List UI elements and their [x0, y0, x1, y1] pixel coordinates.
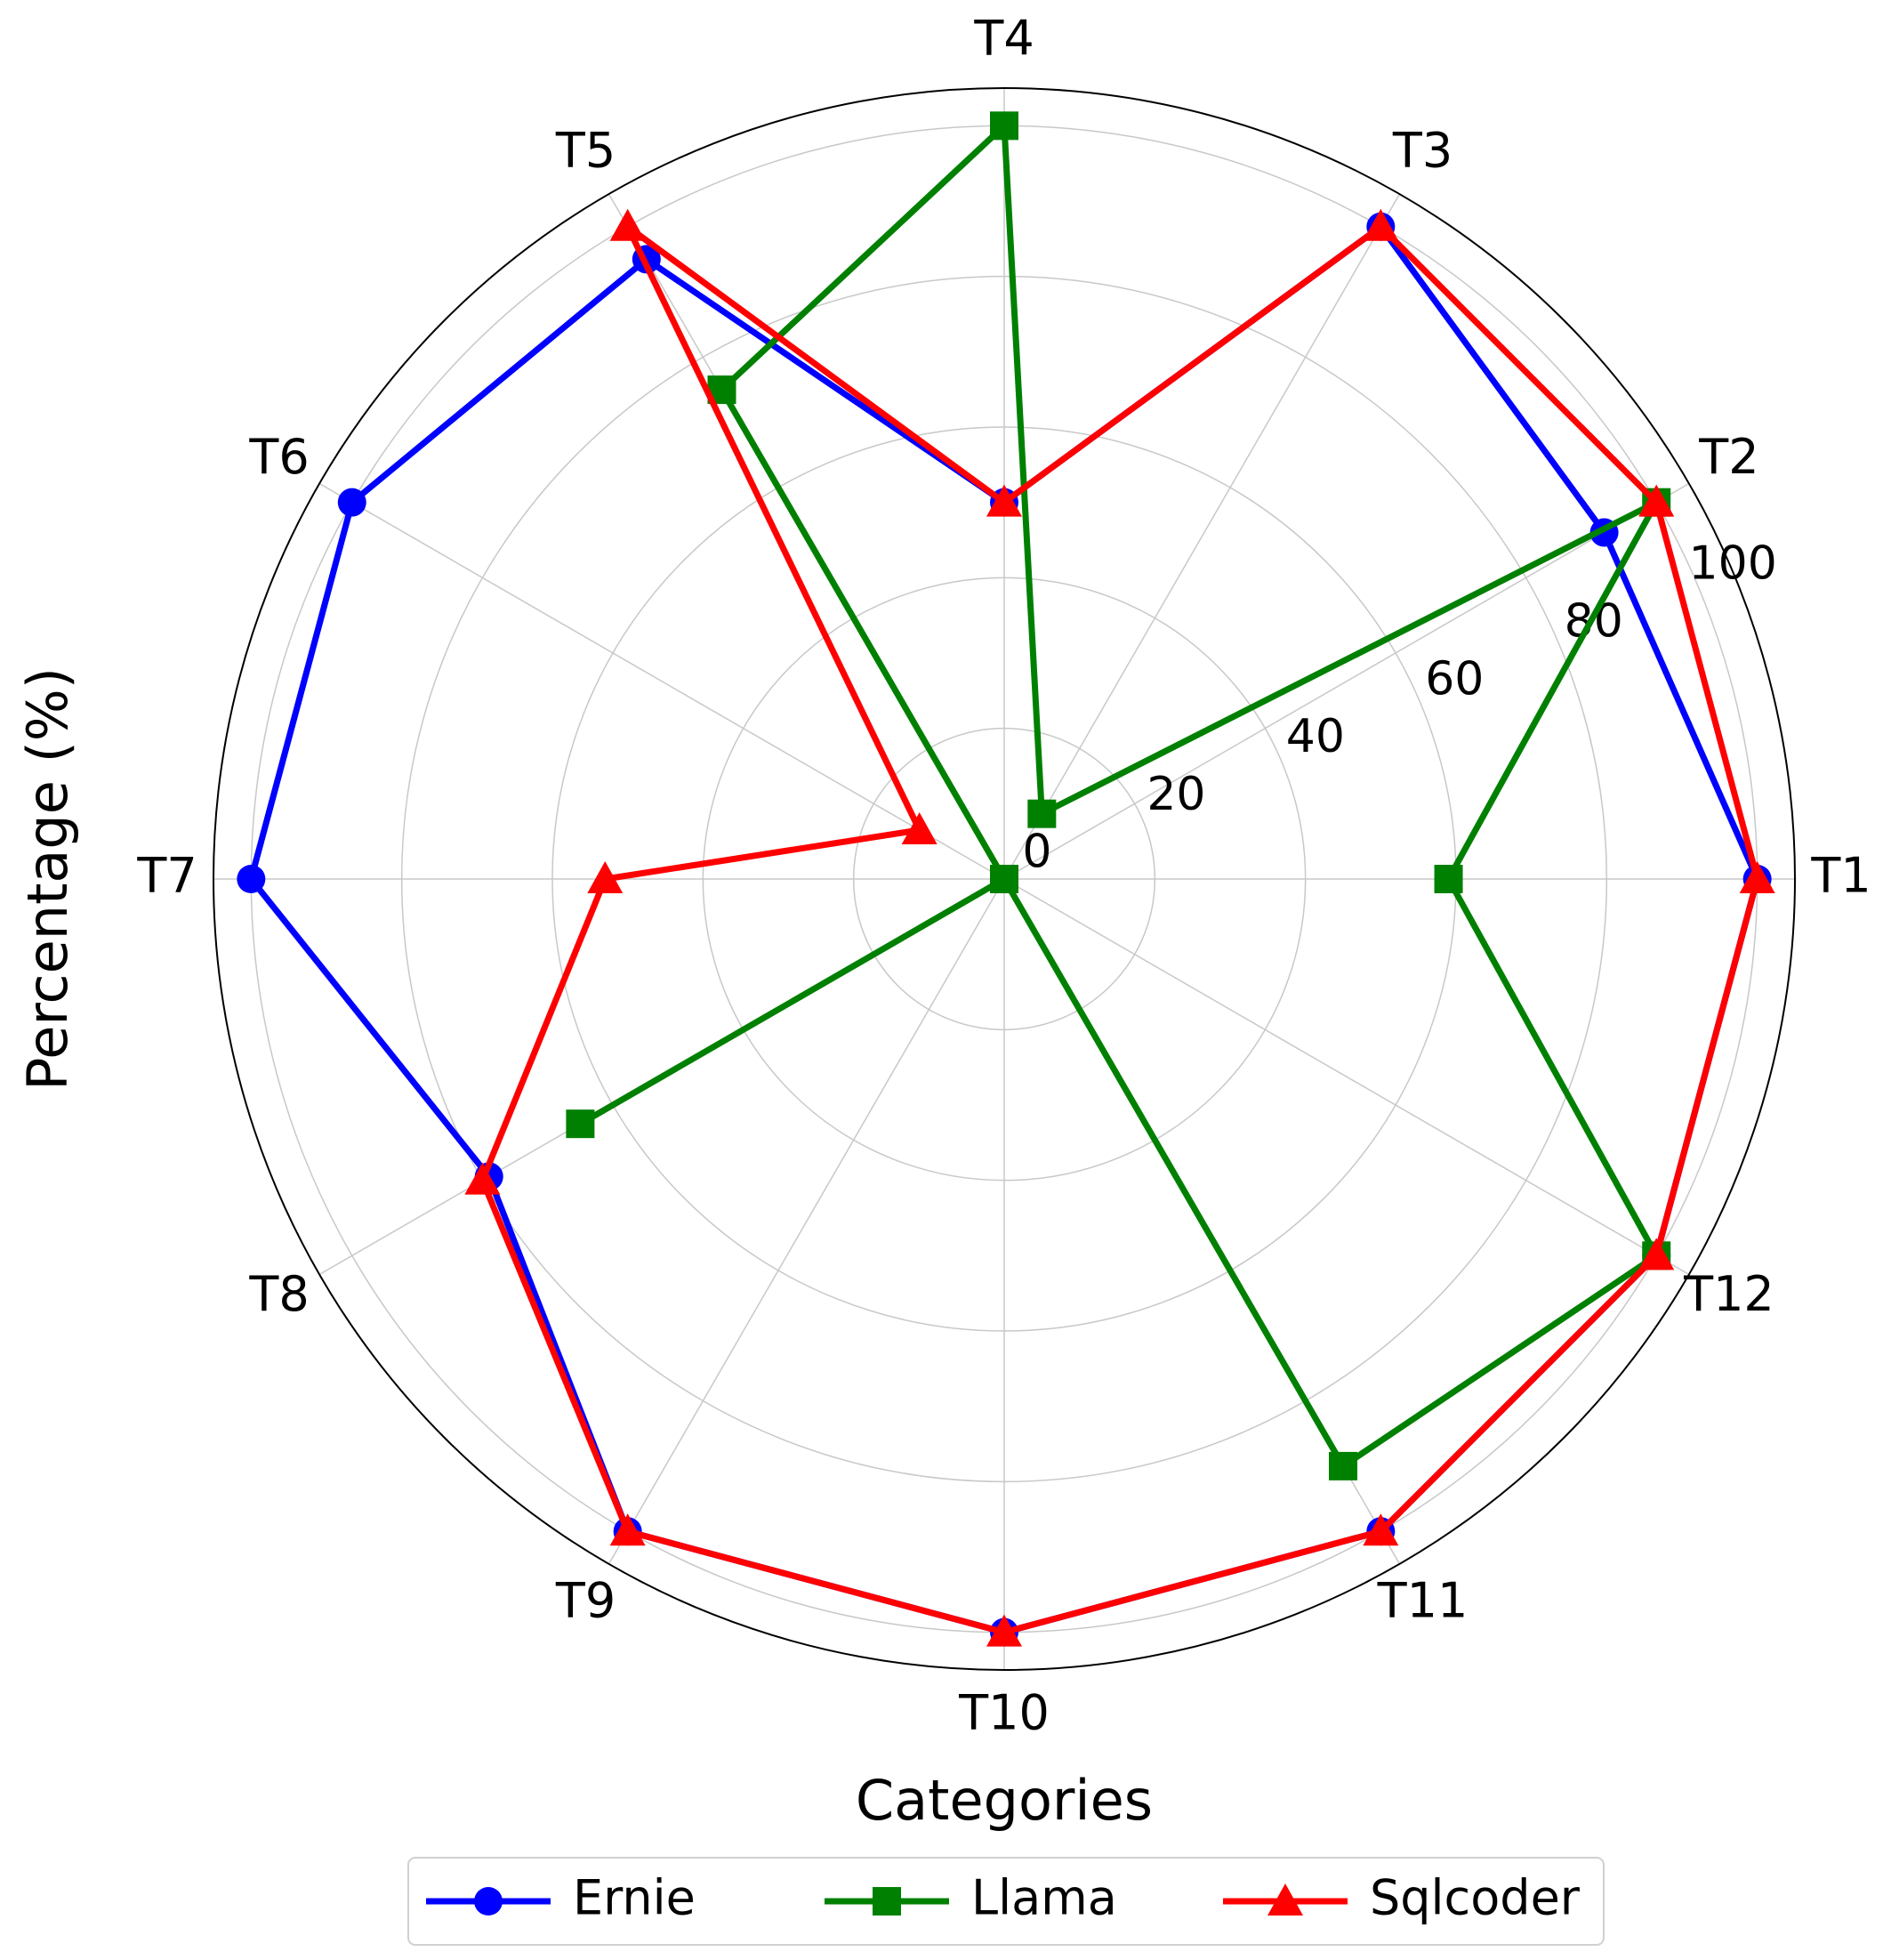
marker	[986, 1614, 1022, 1647]
marker	[1363, 1513, 1399, 1546]
category-label: T9	[555, 1573, 616, 1629]
legend-box	[407, 1857, 1605, 1946]
spoke-line	[1003, 878, 1690, 1276]
r-tick-label: 20	[1147, 768, 1205, 821]
series-line	[479, 223, 1761, 1636]
category-label: T8	[248, 1266, 309, 1322]
marker	[1027, 799, 1057, 828]
marker	[474, 1887, 503, 1916]
r-tick-label: 40	[1286, 710, 1345, 763]
legend-label: Llama	[971, 1870, 1117, 1926]
marker	[609, 208, 646, 241]
grid-circle	[852, 727, 1156, 1031]
r-tick-label: 60	[1425, 652, 1484, 706]
y-axis-label: Percentage (%)	[15, 667, 80, 1091]
category-label: T6	[248, 429, 309, 485]
category-label: T3	[1392, 123, 1452, 179]
category-label: T4	[973, 11, 1034, 67]
category-label: T10	[958, 1685, 1050, 1741]
r-tick-label: 0	[1022, 826, 1051, 879]
category-label: T1	[1810, 848, 1871, 904]
marker	[609, 1513, 646, 1546]
marker	[901, 811, 937, 844]
marker	[237, 865, 266, 893]
category-label: T7	[136, 848, 197, 904]
category-label: T12	[1683, 1266, 1774, 1322]
spoke-line	[1003, 482, 1690, 880]
legend-label: Sqlcoder	[1370, 1870, 1581, 1926]
spoke-line	[318, 482, 1005, 880]
legend-label: Ernie	[573, 1870, 696, 1926]
marker	[1267, 1883, 1303, 1916]
marker	[464, 1162, 501, 1195]
grid-circle	[400, 275, 1608, 1483]
series	[464, 208, 1775, 1647]
marker	[1329, 1451, 1357, 1480]
category-label: T2	[1698, 429, 1758, 485]
marker	[873, 1887, 901, 1916]
marker	[990, 865, 1018, 893]
marker	[1363, 208, 1399, 241]
spoke-line	[608, 878, 1005, 1565]
marker	[1739, 861, 1775, 893]
category-label: T5	[555, 123, 616, 179]
marker	[566, 1109, 595, 1139]
marker	[986, 484, 1022, 517]
outer-circle	[213, 87, 1796, 1671]
marker	[1638, 1238, 1675, 1270]
r-tick-label: 100	[1689, 537, 1777, 591]
marker	[587, 861, 624, 893]
marker	[1434, 865, 1463, 893]
marker	[990, 111, 1018, 141]
marker	[1638, 484, 1675, 517]
spoke-line	[1003, 193, 1401, 880]
grid-circle	[702, 577, 1307, 1182]
x-axis-label: Categories	[856, 1768, 1153, 1833]
marker	[337, 488, 366, 517]
category-label: T11	[1377, 1573, 1469, 1629]
